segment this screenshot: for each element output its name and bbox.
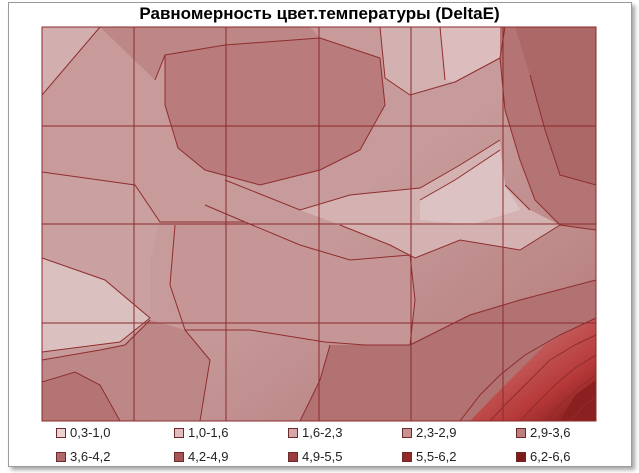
legend-label: 5,5-6,2	[416, 449, 457, 464]
legend-item: 1,6-2,3	[288, 425, 342, 440]
legend-swatch	[288, 427, 298, 438]
region-top-mid	[100, 27, 320, 80]
legend-swatch	[56, 451, 66, 462]
legend-label: 4,9-5,5	[302, 449, 343, 464]
legend-item: 3,6-4,2	[56, 449, 110, 464]
legend-label: 1,0-1,6	[188, 425, 229, 440]
region-hot-spot	[470, 318, 596, 421]
legend-swatch	[516, 427, 526, 438]
legend-item: 5,5-6,2	[402, 449, 456, 464]
region-left-lightest	[42, 258, 150, 352]
grid-lines	[42, 27, 596, 421]
legend-item: 4,9-5,5	[288, 449, 342, 464]
legend-swatch	[402, 451, 412, 462]
legend-label: 2,3-2,9	[416, 425, 457, 440]
region-right-band-darker	[515, 27, 596, 185]
legend-swatch	[56, 427, 66, 438]
region-lower-left-darker	[42, 372, 120, 421]
legend-item: 2,3-2,9	[402, 425, 456, 440]
legend-swatch	[516, 451, 526, 462]
legend-label: 3,6-4,2	[70, 449, 111, 464]
region-center-dark-top	[165, 38, 385, 185]
legend-label: 6,2-6,6	[530, 449, 571, 464]
legend-label: 0,3-1,0	[70, 425, 111, 440]
legend-item: 4,2-4,9	[174, 449, 228, 464]
legend-label: 2,9-3,6	[530, 425, 571, 440]
legend-item: 2,9-3,6	[516, 425, 570, 440]
legend-swatch	[288, 451, 298, 462]
region-hot-core	[560, 380, 596, 421]
legend-swatch	[174, 451, 184, 462]
legend-swatch	[402, 427, 412, 438]
chart-title: Равномерность цвет.температуры (DeltaE)	[139, 4, 500, 23]
legend-item: 0,3-1,0	[56, 425, 110, 440]
contour-lines	[42, 27, 596, 421]
region-center-right-lighter	[420, 150, 520, 225]
legend-label: 4,2-4,9	[188, 449, 229, 464]
legend-item: 6,2-6,6	[516, 449, 570, 464]
legend-item: 1,0-1,6	[174, 425, 228, 440]
legend-swatch	[174, 427, 184, 438]
legend-label: 1,6-2,3	[302, 425, 343, 440]
region-mid-band	[170, 222, 415, 345]
plot-border	[41, 26, 597, 422]
region-top-right-lighter	[440, 27, 500, 82]
